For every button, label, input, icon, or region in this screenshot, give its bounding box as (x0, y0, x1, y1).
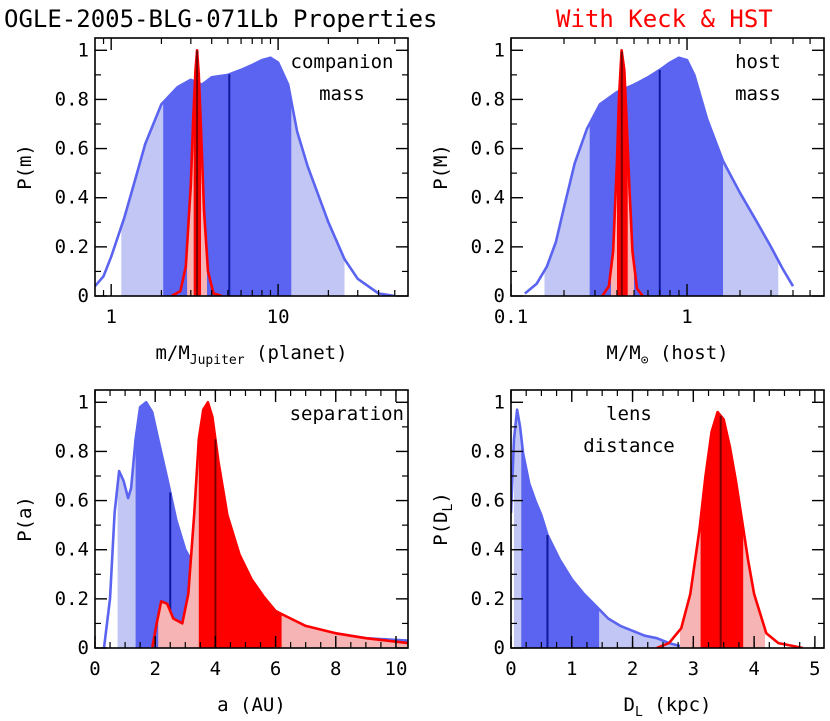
panel-separation: 00.20.40.60.810 2 4 6 8 10a (AU)P(a)separatio… (14, 389, 409, 716)
figure-title-right: With Keck & HST (556, 5, 773, 33)
separation-with-keck-hst-1sigma-band (198, 402, 282, 648)
separation-ytick-label: 0.4 (55, 539, 89, 561)
companion-without-keck-hst-curve (95, 56, 395, 296)
companion-xtick-label: 10 (267, 306, 290, 328)
distance-ytick-label: 0.4 (471, 539, 505, 561)
separation-with-keck-hst-2sigma-band (158, 402, 408, 648)
distance-frame (510, 389, 825, 649)
distance-annotation-line: distance (583, 435, 675, 457)
separation-xtick-label: 6 (270, 658, 281, 680)
distance-ytick-label: 1 (494, 391, 505, 413)
distance-xtick-label: 3 (688, 658, 699, 680)
separation-xtick-label: 4 (210, 658, 221, 680)
companion-xtick-label: 1 (105, 306, 116, 328)
host-without-keck-hst-curve (524, 56, 795, 295)
distance-ytick-label: 0 (494, 637, 505, 659)
host-ytick-label: 0.6 (471, 138, 505, 160)
host-xtick-label: 0.1 (494, 306, 528, 328)
separation-ytick-label: 1 (78, 391, 89, 413)
host-ytick-label: 1 (494, 39, 505, 61)
distance-xtick-label: 4 (748, 658, 759, 680)
panel-companion-mass: 0 0.2 0.4 0.6 0.8 1 1 10 m/MJupiter (planet) P(m)… (14, 37, 409, 368)
distance-ytick-label: 0.6 (471, 490, 505, 512)
companion-plot-area (95, 49, 395, 296)
companion-ytick-label: 1 (78, 39, 89, 61)
distance-xtick-label: 1 (566, 658, 577, 680)
distance-with-keck-hst-1sigma-band (700, 412, 744, 648)
separation-xtick-label: 2 (149, 658, 160, 680)
separation-plot-area (102, 401, 408, 648)
host-with-keck-hst-curve (601, 49, 644, 296)
host-without-keck-hst-1sigma-band (589, 57, 723, 296)
companion-without-keck-hst-1sigma-band (163, 57, 292, 296)
panel-lens-distance: 0 0.2 0.4 0.6 0.8 1 0 1 2 3 4 5 DL (kpc) P(DL) lens dis… (430, 389, 825, 720)
figure-title: OGLE-2005-BLG-071Lb Properties (4, 5, 437, 33)
separation-ylabel: P(a) (14, 496, 36, 542)
distance-xtick-label: 2 (627, 658, 638, 680)
distance-without-keck-hst-curve (511, 408, 688, 648)
host-xlabel: M/M⊙ (host) (606, 342, 728, 368)
host-plot-area (524, 49, 795, 296)
host-xtick-label: 1 (681, 306, 692, 328)
distance-with-keck-hst-curve (656, 410, 803, 648)
companion-ytick-label: 0.6 (55, 138, 89, 160)
separation-with-keck-hst-curve (150, 401, 408, 648)
companion-ytick-label: 0 (78, 285, 89, 307)
separation-ytick-label: 0.2 (55, 588, 89, 610)
distance-plot-area (511, 408, 803, 648)
companion-ylabel: P(m) (14, 144, 36, 190)
companion-annotation-line: mass (319, 83, 365, 105)
host-frame (510, 37, 825, 297)
host-ytick-label: 0.2 (471, 236, 505, 258)
separation-xtick-label: 10 (385, 658, 408, 680)
distance-ylabel: P(DL) (430, 492, 456, 546)
separation-ytick-label: 0.8 (55, 440, 89, 462)
distance-without-keck-hst-1sigma-band (521, 437, 600, 648)
companion-frame (94, 37, 409, 297)
companion-ytick-label: 0.2 (55, 236, 89, 258)
separation-xlabel: a (AU) (217, 694, 286, 716)
distance-ytick-label: 0.8 (471, 440, 505, 462)
separation-annotation-line: separation (290, 403, 404, 425)
separation-xtick-label: 0 (89, 658, 100, 680)
distance-ytick-label: 0.2 (471, 588, 505, 610)
host-ylabel: P(M) (430, 144, 452, 190)
separation-frame (94, 389, 409, 649)
companion-xlabel: m/MJupiter (planet) (155, 342, 347, 368)
companion-ytick-label: 0.8 (55, 88, 89, 110)
host-ytick-label: 0 (494, 285, 505, 307)
separation-xtick-label: 8 (330, 658, 341, 680)
distance-xlabel: DL (kpc) (624, 694, 712, 720)
separation-ytick-label: 0 (78, 637, 89, 659)
separation-ytick-label: 0.6 (55, 490, 89, 512)
companion-ytick-label: 0.4 (55, 187, 89, 209)
host-ytick-label: 0.8 (471, 88, 505, 110)
panel-host-mass: 0 0.2 0.4 0.6 0.8 1 0.1 1 M/M⊙ (host) P(M) host mas… (430, 37, 825, 368)
distance-annotation-line: lens (606, 403, 652, 425)
host-ytick-label: 0.4 (471, 187, 505, 209)
host-annotation-line: mass (735, 83, 781, 105)
distance-xtick-label: 0 (505, 658, 516, 680)
companion-annotation-line: companion (291, 51, 394, 73)
distance-xtick-label: 5 (809, 658, 820, 680)
host-annotation-line: host (735, 51, 781, 73)
